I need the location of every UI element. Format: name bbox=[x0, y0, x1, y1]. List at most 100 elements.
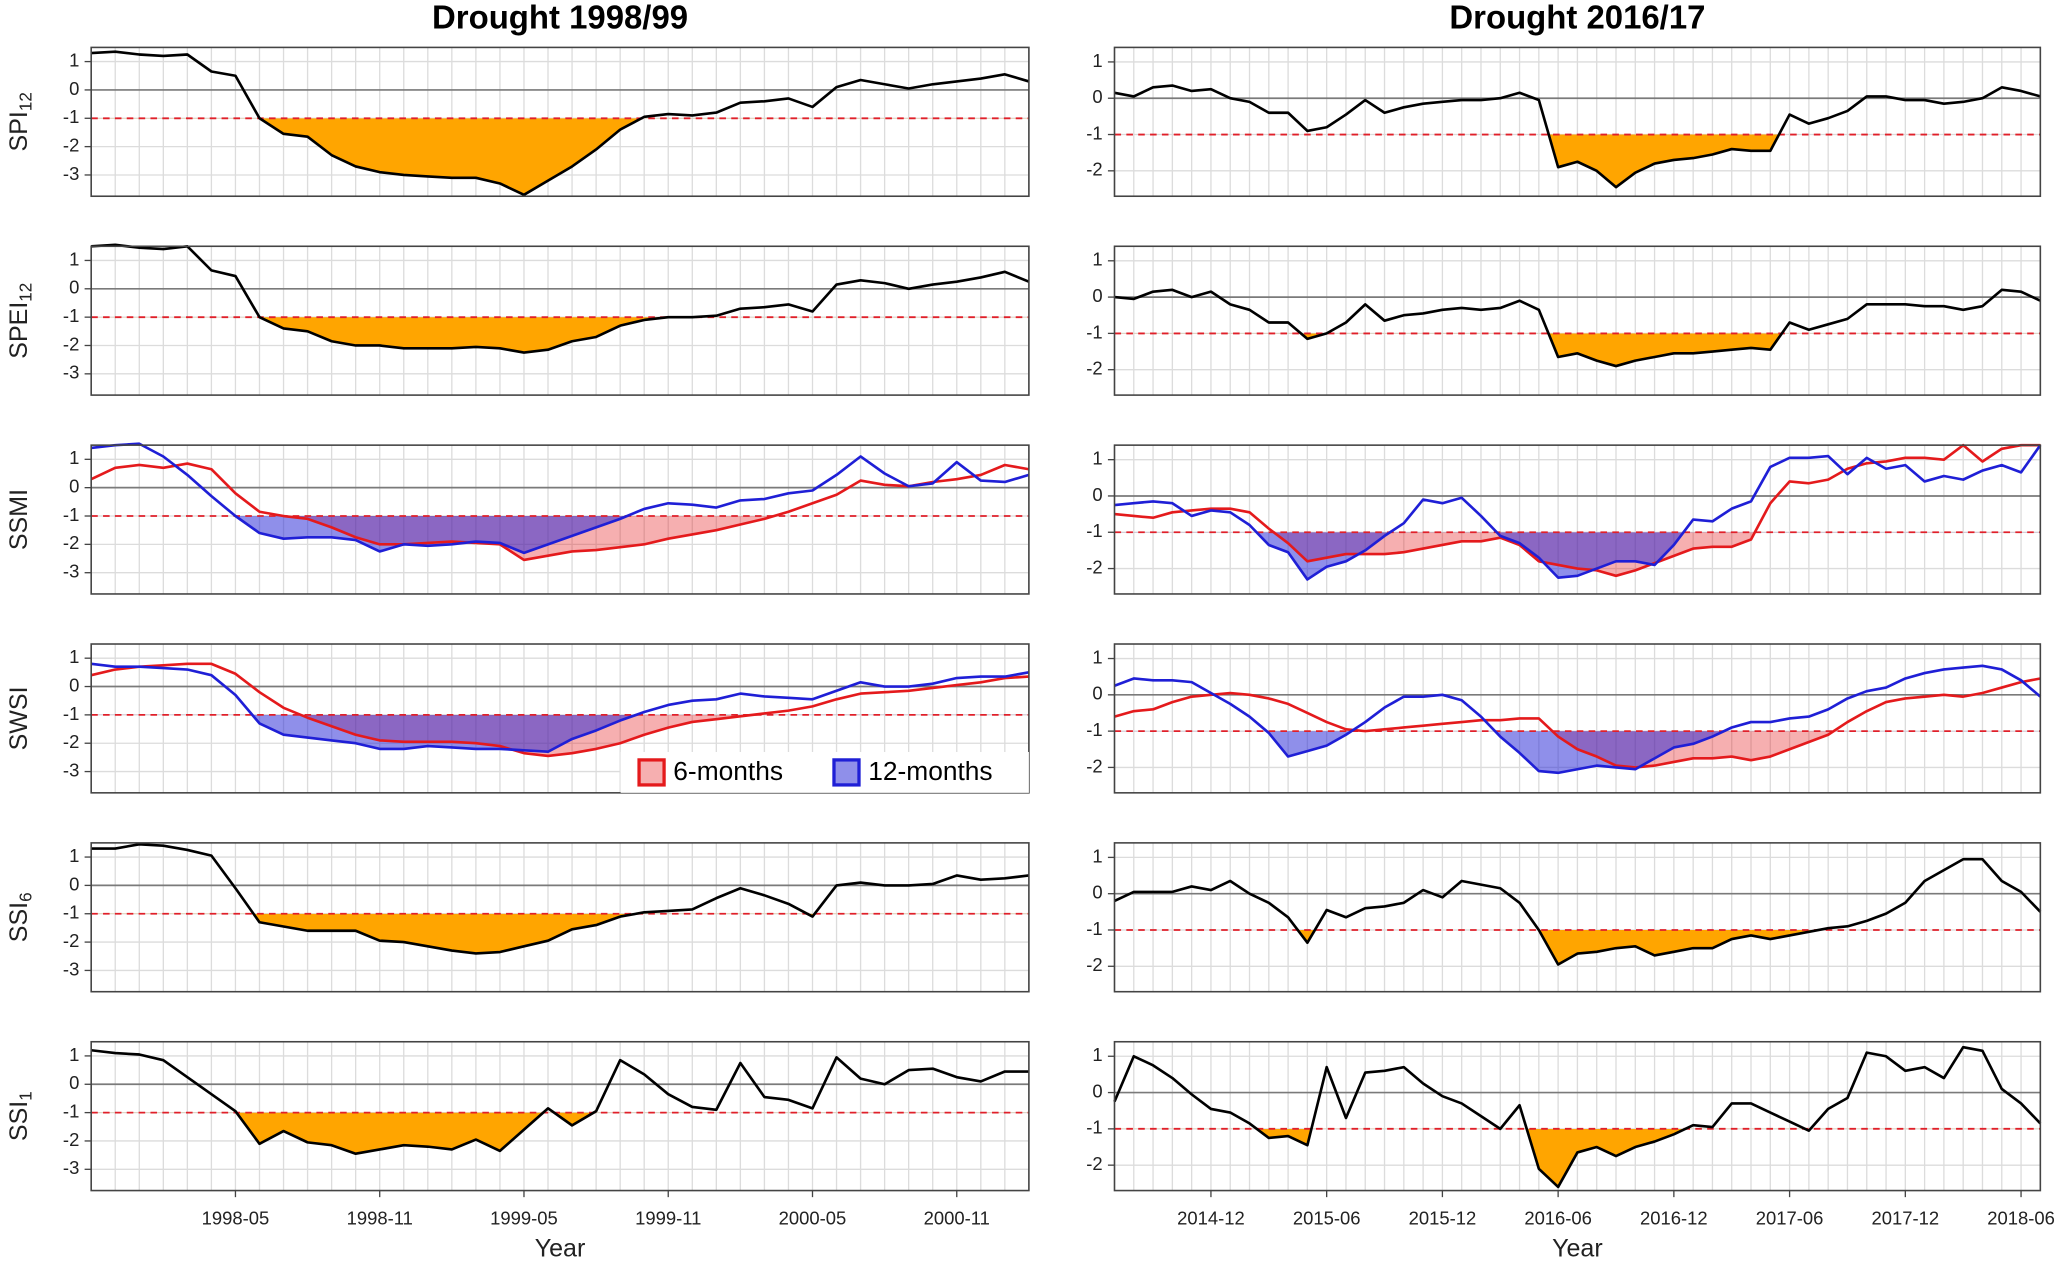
y-tick-label: 1 bbox=[1092, 845, 1102, 866]
y-tick-label: 1 bbox=[1092, 646, 1102, 667]
y-tick-label: 0 bbox=[1092, 285, 1102, 306]
y-tick-label: -2 bbox=[63, 532, 79, 553]
y-axis-label-main: SSMI bbox=[5, 489, 33, 550]
y-axis-label: SSI1 bbox=[5, 1091, 35, 1141]
y-tick-label: 1 bbox=[69, 49, 79, 70]
y-axis-label: SPI12 bbox=[5, 92, 35, 151]
chart-title: Drought 2016/17 bbox=[1449, 0, 1705, 35]
y-axis-label-sub: 12 bbox=[16, 92, 35, 111]
plot-frame bbox=[1113, 444, 2042, 595]
plot-frame bbox=[90, 245, 1030, 396]
series-line bbox=[91, 1048, 1029, 1156]
series-line bbox=[90, 662, 1029, 758]
y-tick-label: 0 bbox=[69, 674, 79, 695]
y-tick-label: -1 bbox=[63, 703, 79, 724]
deficit-area bbox=[91, 118, 1029, 195]
y-axis-label: SWSI bbox=[5, 686, 33, 750]
y-tick-label: -1 bbox=[1086, 918, 1102, 939]
y-tick-label: -1 bbox=[1086, 520, 1102, 541]
y-tick-label: 1 bbox=[1092, 1044, 1102, 1065]
y-tick-label: 1 bbox=[69, 248, 79, 269]
x-tick-label: 2015-06 bbox=[1293, 1207, 1361, 1228]
plot-frame bbox=[90, 1040, 1030, 1192]
y-axis-label-main: SSI bbox=[5, 902, 33, 942]
y-tick-label: -2 bbox=[1086, 954, 1102, 975]
deficit-area bbox=[1114, 731, 2041, 773]
series-line bbox=[1114, 677, 2041, 769]
y-axis-label: SSI6 bbox=[5, 892, 35, 942]
series-line bbox=[1113, 857, 2042, 966]
deficit-area bbox=[1114, 731, 2041, 768]
x-tick-label: 2000-05 bbox=[779, 1207, 847, 1228]
series-line bbox=[1114, 664, 2042, 775]
y-axis-label: SSMI bbox=[5, 489, 33, 550]
plot-frame bbox=[90, 46, 1030, 198]
deficit-area bbox=[1114, 1128, 2041, 1187]
legend-box bbox=[620, 752, 1029, 793]
y-axis-label-sub: 1 bbox=[16, 1091, 35, 1101]
x-tick-label: 2015-12 bbox=[1409, 1207, 1477, 1228]
deficit-area bbox=[91, 317, 1029, 353]
y-tick-label: -1 bbox=[63, 305, 79, 326]
y-tick-label: -2 bbox=[63, 135, 79, 156]
y-tick-label: -2 bbox=[1086, 556, 1102, 577]
x-tick-label: 1999-05 bbox=[490, 1207, 558, 1228]
y-tick-label: -2 bbox=[1086, 358, 1102, 379]
series-line bbox=[91, 842, 1030, 955]
y-tick-label: -2 bbox=[63, 1129, 79, 1150]
x-tick-label: 2016-06 bbox=[1524, 1207, 1592, 1228]
x-axis-label: Year bbox=[1552, 1234, 1603, 1262]
y-tick-label: 0 bbox=[1092, 1080, 1102, 1101]
y-tick-label: 0 bbox=[69, 1072, 79, 1093]
y-tick-label: -3 bbox=[63, 1157, 79, 1178]
y-tick-label: 1 bbox=[69, 845, 79, 866]
chart-title: Drought 1998/99 bbox=[432, 0, 688, 35]
y-axis-label-sub: 6 bbox=[16, 892, 35, 902]
y-tick-label: -2 bbox=[63, 930, 79, 951]
y-tick-label: -3 bbox=[63, 362, 79, 383]
y-tick-label: 1 bbox=[69, 447, 79, 468]
series-line bbox=[90, 462, 1030, 562]
plot-frame bbox=[1113, 1040, 2042, 1192]
x-tick-label: 2017-12 bbox=[1872, 1207, 1940, 1228]
y-tick-label: -1 bbox=[1086, 122, 1102, 143]
y-tick-label: 1 bbox=[69, 1044, 79, 1065]
series-line bbox=[91, 50, 1030, 197]
y-tick-label: 0 bbox=[1092, 683, 1102, 704]
y-tick-label: -1 bbox=[1086, 1117, 1102, 1138]
plot-frame bbox=[90, 643, 1030, 794]
x-tick-label: 1998-05 bbox=[202, 1207, 270, 1228]
plot-frame bbox=[90, 842, 1030, 993]
x-tick-label: 2018-06 bbox=[1987, 1207, 2055, 1228]
y-tick-label: 0 bbox=[69, 873, 79, 894]
series-line bbox=[91, 442, 1030, 555]
series-line bbox=[91, 662, 1030, 754]
y-tick-label: -1 bbox=[1086, 321, 1102, 342]
series-line bbox=[1113, 1045, 2042, 1189]
legend-swatch bbox=[637, 758, 666, 787]
deficit-area bbox=[1114, 532, 2041, 580]
y-tick-label: -2 bbox=[1086, 159, 1102, 180]
y-tick-label: 0 bbox=[69, 277, 79, 298]
legend-swatch bbox=[832, 758, 861, 787]
y-tick-label: 1 bbox=[1092, 249, 1102, 270]
y-axis-label-sub: 12 bbox=[16, 283, 35, 302]
y-axis-label-main: SWSI bbox=[5, 686, 33, 750]
series-line bbox=[1114, 84, 2041, 189]
y-tick-label: 0 bbox=[1092, 86, 1102, 107]
y-tick-label: -2 bbox=[1086, 1153, 1102, 1174]
y-tick-label: -3 bbox=[63, 561, 79, 582]
y-tick-label: 1 bbox=[1092, 50, 1102, 71]
series-line bbox=[91, 243, 1030, 354]
series-line bbox=[1114, 288, 2041, 368]
deficit-area bbox=[1114, 333, 2041, 367]
y-tick-label: -3 bbox=[63, 759, 79, 780]
y-axis-label-main: SSI bbox=[5, 1101, 33, 1141]
y-tick-label: 1 bbox=[69, 646, 79, 667]
x-tick-label: 2000-11 bbox=[924, 1207, 990, 1228]
y-axis-label-main: SPEI bbox=[5, 302, 33, 359]
y-tick-label: 0 bbox=[1092, 484, 1102, 505]
legend-label: 12-months bbox=[868, 756, 992, 786]
y-tick-label: -1 bbox=[63, 1100, 79, 1121]
